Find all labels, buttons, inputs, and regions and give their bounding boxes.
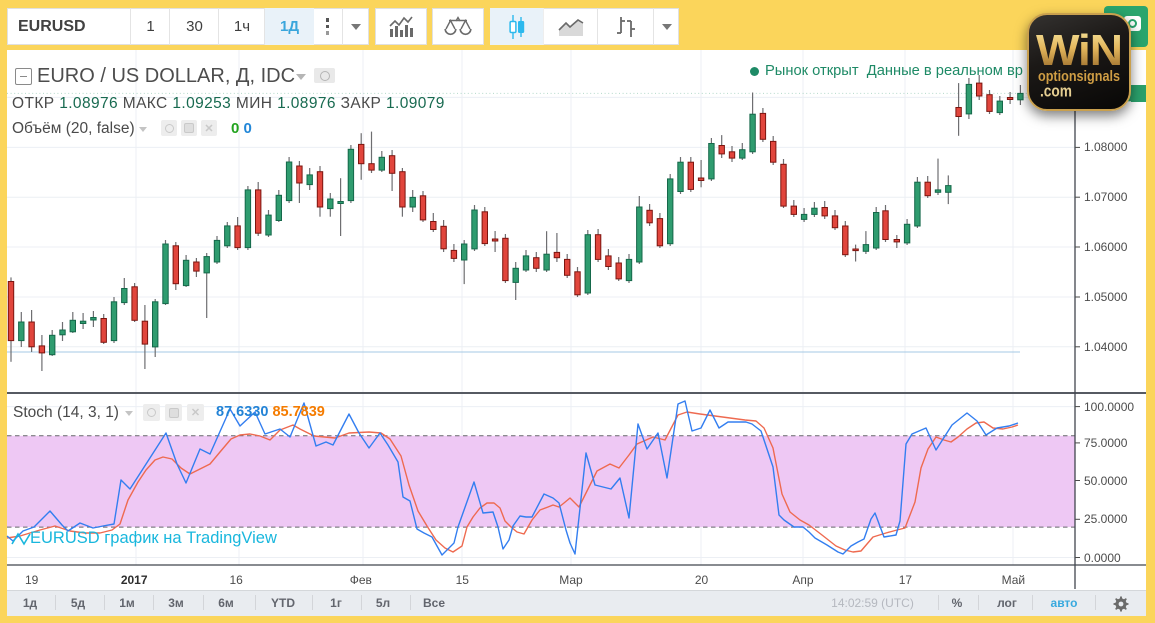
svg-text:optionsignals: optionsignals bbox=[1038, 68, 1120, 85]
svg-text:.com: .com bbox=[1040, 82, 1072, 101]
svg-text:WiN: WiN bbox=[1036, 26, 1122, 75]
